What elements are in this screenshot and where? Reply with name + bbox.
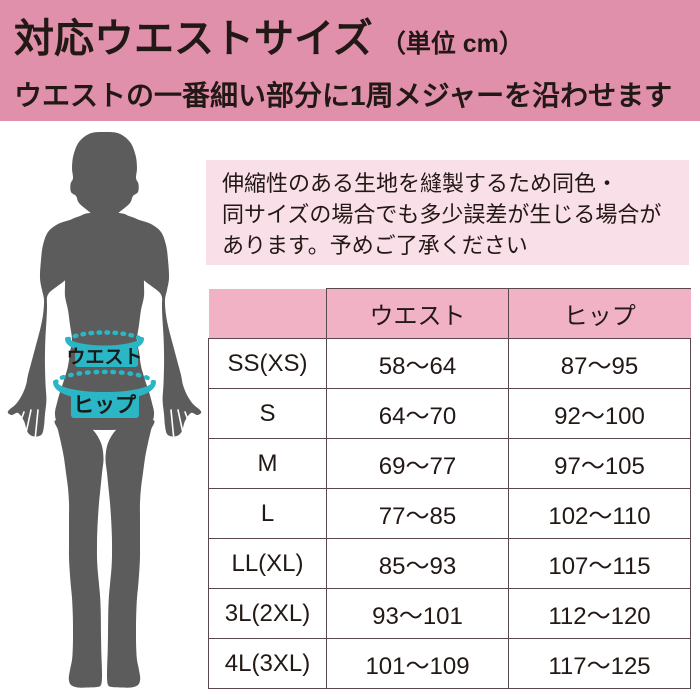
svg-text:ヒップ: ヒップ xyxy=(73,394,137,417)
svg-text:ウエスト: ウエスト xyxy=(66,346,142,368)
